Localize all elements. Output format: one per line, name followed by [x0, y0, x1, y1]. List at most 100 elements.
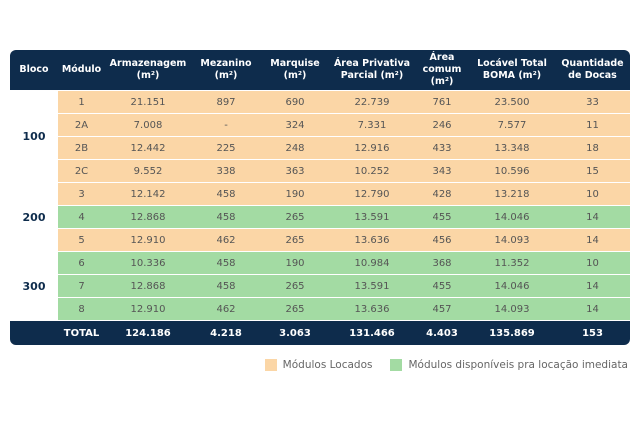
table-cell: 363	[261, 159, 329, 183]
header-row: Bloco Módulo Armazenagem (m²) Mezanino (m²)…	[10, 50, 630, 91]
header-cell: Locável Total BOMA (m²)	[469, 50, 555, 91]
legend: Módulos Locados Módulos disponíveis pra l…	[264, 359, 628, 371]
table-cell: 433	[415, 136, 469, 160]
table-cell: 14.046	[469, 205, 555, 229]
table-cell: 456	[415, 228, 469, 252]
total-cell: 4.218	[191, 320, 261, 345]
table-cell: 14.046	[469, 274, 555, 298]
table-cell: 7.331	[329, 113, 415, 137]
table-cell: 458	[191, 251, 261, 275]
table-cell: 13.591	[329, 274, 415, 298]
table-cell: 2B	[58, 136, 105, 160]
table-cell: 7.577	[469, 113, 555, 137]
table-cell: 14.093	[469, 297, 555, 321]
table-cell: 12.790	[329, 182, 415, 206]
table-cell: 10	[555, 182, 630, 206]
total-row: TOTAL 124.186 4.218 3.063 131.466 4.403 135.86…	[10, 320, 630, 345]
bloco-cell: 300	[10, 251, 58, 321]
table: Bloco Módulo Armazenagem (m²) Mezanino (m²)…	[10, 50, 630, 345]
table-cell: 6	[58, 251, 105, 275]
table-cell: 14	[555, 274, 630, 298]
table-cell: 12.868	[105, 205, 191, 229]
table-cell: -	[191, 113, 261, 137]
header-cell: Módulo	[58, 50, 105, 91]
table-cell: 12.916	[329, 136, 415, 160]
table-cell: 265	[261, 297, 329, 321]
table-cell: 10.984	[329, 251, 415, 275]
table-cell: 13.636	[329, 228, 415, 252]
table-cell: 7	[58, 274, 105, 298]
total-cell: 135.869	[469, 320, 555, 345]
table-cell: 13.636	[329, 297, 415, 321]
total-cell: 3.063	[261, 320, 329, 345]
bloco-cell: 200	[10, 182, 58, 252]
table-cell: 12.868	[105, 274, 191, 298]
table-row: 2C 9.552 338 363 10.252 343 10.596 15	[10, 159, 630, 183]
legend-item: Módulos disponíveis pra locação imediata	[390, 359, 628, 371]
table-cell: 462	[191, 297, 261, 321]
table-cell: 455	[415, 274, 469, 298]
header-cell: Armazenagem (m²)	[105, 50, 191, 91]
table-row: 4 12.868 458 265 13.591 455 14.046 14	[10, 205, 630, 229]
table-cell: 462	[191, 228, 261, 252]
table-cell: 190	[261, 182, 329, 206]
table-row: 5 12.910 462 265 13.636 456 14.093 14	[10, 228, 630, 252]
table-cell: 14.093	[469, 228, 555, 252]
table-cell: 458	[191, 182, 261, 206]
table-cell: 14	[555, 297, 630, 321]
total-cell: TOTAL	[58, 320, 105, 345]
table-cell: 2C	[58, 159, 105, 183]
table-cell: 265	[261, 274, 329, 298]
table-cell: 13.348	[469, 136, 555, 160]
header-cell: Quantidade de Docas	[555, 50, 630, 91]
table-row: 300 6 10.336 458 190 10.984 368 11.352 10	[10, 251, 630, 321]
table-cell: 897	[191, 90, 261, 114]
table-cell: 690	[261, 90, 329, 114]
table-row: 8 12.910 462 265 13.636 457 14.093 14	[10, 297, 630, 321]
table-row: 2B 12.442 225 248 12.916 433 13.348 18	[10, 136, 630, 160]
table-cell: 33	[555, 90, 630, 114]
table-cell: 4	[58, 205, 105, 229]
table-cell: 14	[555, 205, 630, 229]
table-cell: 458	[191, 205, 261, 229]
table-body: 100 1 21.151 897 690 22.739 761 23.500 33 2A 7.008…	[10, 90, 630, 345]
total-cell: 4.403	[415, 320, 469, 345]
total-cell: 131.466	[329, 320, 415, 345]
table-cell: 338	[191, 159, 261, 183]
table-cell: 12.142	[105, 182, 191, 206]
table-cell: 8	[58, 297, 105, 321]
total-cell	[10, 320, 58, 345]
header-cell: Mezanino (m²)	[191, 50, 261, 91]
table-cell: 14	[555, 228, 630, 252]
table-cell: 10.252	[329, 159, 415, 183]
table-cell: 12.442	[105, 136, 191, 160]
table-cell: 21.151	[105, 90, 191, 114]
table-cell: 190	[261, 251, 329, 275]
table-cell: 265	[261, 228, 329, 252]
table-row: 200 3 12.142 458 190 12.790 428 13.218 10	[10, 182, 630, 252]
legend-swatch	[264, 359, 277, 371]
table-cell: 457	[415, 297, 469, 321]
table-cell: 18	[555, 136, 630, 160]
legend-label: Módulos disponíveis pra locação imediata	[408, 359, 628, 371]
table-cell: 9.552	[105, 159, 191, 183]
table-container: Bloco Módulo Armazenagem (m²) Mezanino (m²)…	[10, 50, 630, 345]
table-row: 2A 7.008-324 7.331 246 7.577 11	[10, 113, 630, 137]
table-row: 100 1 21.151 897 690 22.739 761 23.500 33	[10, 90, 630, 183]
legend-swatch	[390, 359, 403, 371]
table-cell: 12.910	[105, 297, 191, 321]
table-cell: 11.352	[469, 251, 555, 275]
table-cell: 1	[58, 90, 105, 114]
table-cell: 23.500	[469, 90, 555, 114]
header-cell: Área Privativa Parcial (m²)	[329, 50, 415, 91]
table-cell: 10	[555, 251, 630, 275]
table-cell: 5	[58, 228, 105, 252]
bloco-cell: 100	[10, 90, 58, 183]
total-cell: 153	[555, 320, 630, 345]
table-row: 7 12.868 458 265 13.591 455 14.046 14	[10, 274, 630, 298]
table-cell: 455	[415, 205, 469, 229]
table-cell: 13.591	[329, 205, 415, 229]
table-cell: 11	[555, 113, 630, 137]
table-cell: 15	[555, 159, 630, 183]
